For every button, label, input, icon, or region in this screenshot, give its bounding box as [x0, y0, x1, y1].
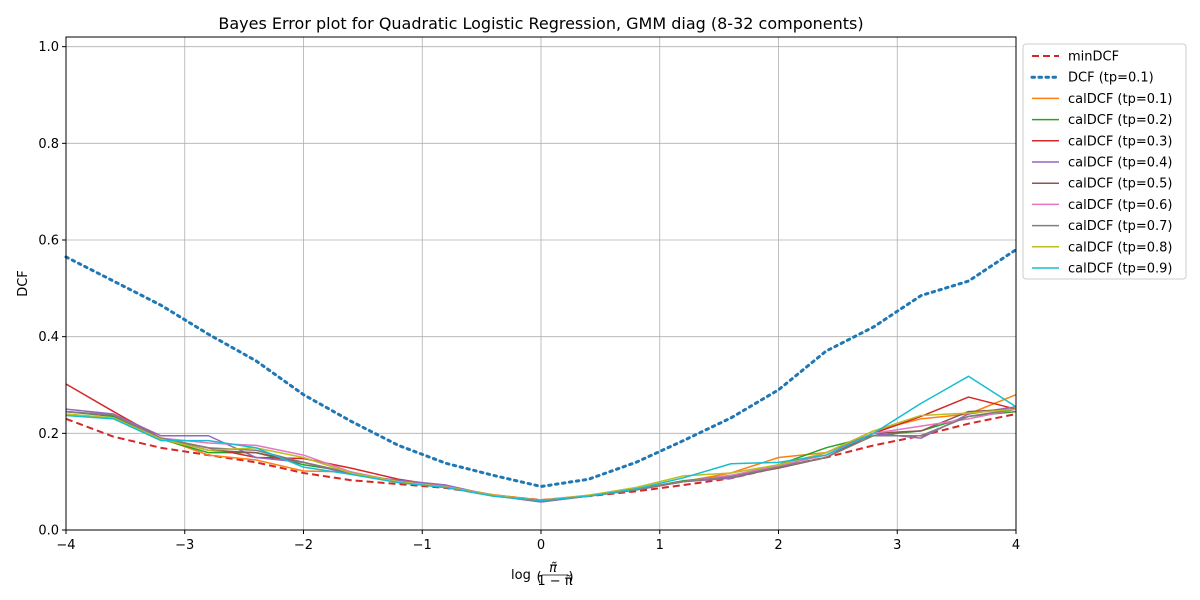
y-axis-label: DCF [16, 270, 31, 297]
legend-label: calDCF (tp=0.7) [1068, 219, 1172, 234]
y-tick-label: 0.4 [38, 330, 59, 345]
x-tick-label: 2 [774, 538, 782, 553]
legend-label: calDCF (tp=0.2) [1068, 113, 1172, 128]
x-tick-label: 3 [893, 538, 901, 553]
x-tick-label: −3 [175, 538, 194, 553]
legend-label: calDCF (tp=0.6) [1068, 198, 1172, 213]
legend: minDCF DCF (tp=0.1) calDCF (tp=0.1) calDCF … [1022, 43, 1187, 280]
legend-label: calDCF (tp=0.5) [1068, 177, 1172, 192]
legend-label: minDCF [1068, 50, 1119, 65]
y-tick-label: 0.8 [38, 137, 59, 152]
x-axis-label-log: log [511, 568, 531, 583]
legend-frame [1022, 43, 1187, 280]
series-line-mindcf [65, 413, 1017, 502]
x-tick-label: −1 [413, 538, 432, 553]
chart-title: Bayes Error plot for Quadratic Logistic … [218, 14, 863, 33]
legend-label: DCF (tp=0.1) [1068, 71, 1154, 86]
series-line-dcf-tp-0-1 [64, 248, 1018, 488]
legend-label: calDCF (tp=0.8) [1068, 240, 1172, 255]
x-axis-label-lparen: ( [536, 570, 541, 585]
x-axis-label: log ( π̃ 1 − π̃ ) [511, 561, 574, 589]
x-axis-label-rparen: ) [568, 570, 573, 585]
x-axis-label-numerator: π̃ [549, 561, 557, 576]
y-tick-label: 0.6 [38, 234, 59, 249]
x-tick-label: −2 [294, 538, 313, 553]
x-tick-label: 0 [537, 538, 545, 553]
series-line-caldcf-tp-0-9 [65, 375, 1017, 502]
legend-label: calDCF (tp=0.1) [1068, 92, 1172, 107]
axis-ticks: −4 −3 −2 −1 0 1 2 3 4 0.0 0.2 0.4 0.6 0.8 1.0 [38, 40, 1020, 553]
legend-label: calDCF (tp=0.3) [1068, 134, 1172, 149]
x-tick-label: −4 [56, 538, 75, 553]
y-tick-label: 0.2 [38, 427, 59, 442]
legend-label: calDCF (tp=0.4) [1068, 156, 1172, 171]
x-tick-label: 4 [1012, 538, 1020, 553]
x-tick-label: 1 [656, 538, 664, 553]
legend-label: calDCF (tp=0.9) [1068, 262, 1172, 277]
y-tick-label: 0.0 [38, 524, 59, 539]
series-lines [64, 248, 1018, 503]
x-axis-label-denominator: 1 − π̃ [537, 574, 572, 589]
y-tick-label: 1.0 [38, 40, 59, 55]
